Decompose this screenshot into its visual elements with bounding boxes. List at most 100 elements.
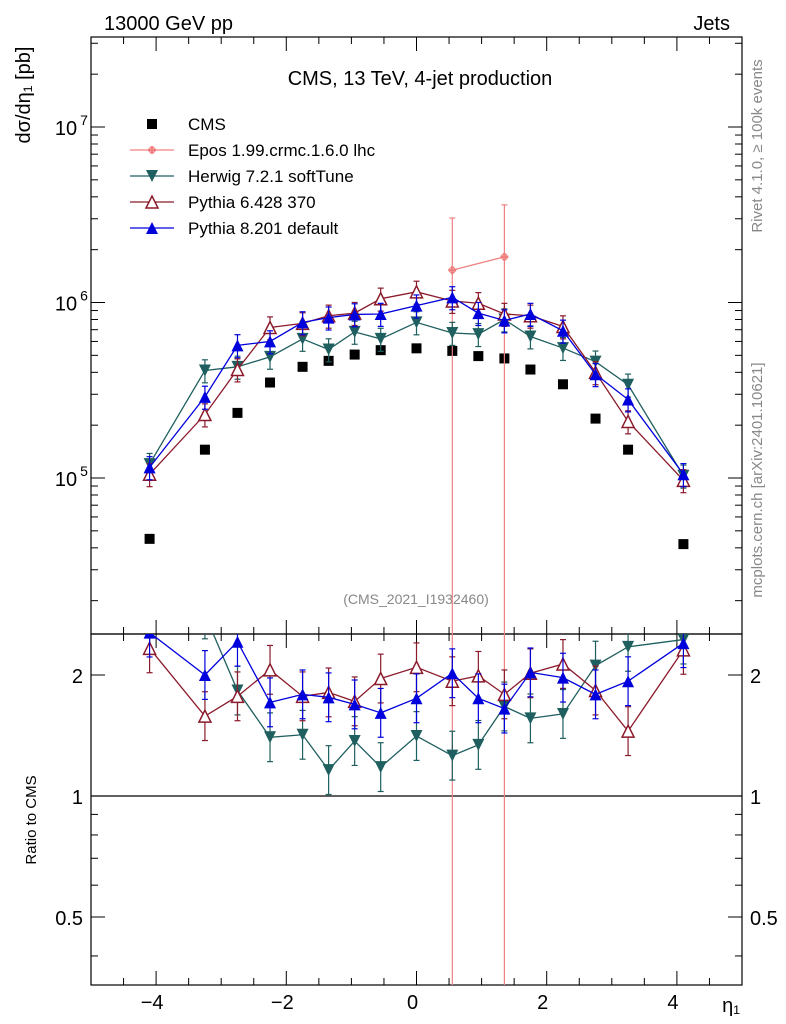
header-beam-label: 13000 GeV pp xyxy=(104,13,233,35)
data-point xyxy=(622,378,635,391)
ratio-data-point xyxy=(262,662,278,677)
data-point xyxy=(525,364,536,375)
ratio-data-point xyxy=(143,634,156,639)
series-herwig-2 xyxy=(143,308,690,489)
x-axis-label: η₁ xyxy=(722,995,740,1017)
marker-ring xyxy=(448,266,456,274)
x-tick-label: −2 xyxy=(271,992,294,1014)
data-point xyxy=(198,364,211,377)
chart-legend: CMS Epos 1.99.crmc.1.6.0 lhc Herwig 7.2.1 … xyxy=(130,115,376,238)
ratio-data-point xyxy=(348,698,361,711)
ratio-data-point xyxy=(296,688,309,701)
y-tick-exponent: 5 xyxy=(80,463,88,479)
ratio-y-axis-label: Ratio to CMS xyxy=(23,775,40,864)
data-point xyxy=(472,328,485,341)
ratio-y-tick-label-right: 0.5 xyxy=(750,908,778,930)
x-tick-label: 0 xyxy=(407,992,418,1014)
legend-marker xyxy=(144,194,160,209)
data-point xyxy=(265,377,276,388)
analysis-watermark: (CMS_2021_I1932460) xyxy=(343,591,489,607)
series-epos-1 xyxy=(448,204,509,634)
ratio-data-point xyxy=(472,692,485,705)
data-point xyxy=(198,390,211,403)
legend-label: Pythia 8.201 default xyxy=(188,219,339,238)
data-point xyxy=(348,308,361,321)
x-tick-label: 4 xyxy=(667,992,678,1014)
ratio-data-point xyxy=(197,708,213,723)
ratio-y-tick-label-right: 1 xyxy=(750,787,761,809)
data-point xyxy=(297,361,308,372)
data-point xyxy=(589,368,602,381)
ratio-data-point xyxy=(374,761,387,774)
ratio-data-point xyxy=(198,669,211,681)
legend-marker xyxy=(146,170,158,182)
ratio-data-point xyxy=(410,692,423,705)
data-point xyxy=(472,307,485,320)
data-point xyxy=(374,307,387,320)
data-point xyxy=(232,407,243,418)
legend-label: Herwig 7.2.1 softTune xyxy=(188,167,354,186)
data-point xyxy=(264,335,277,348)
legend-label: Pythia 6.428 370 xyxy=(188,193,316,212)
data-point xyxy=(296,316,309,329)
ratio-y-tick-label: 1 xyxy=(72,787,83,809)
data-point xyxy=(230,361,245,377)
ratio-y-tick-label-right: 2 xyxy=(750,666,761,688)
data-point xyxy=(473,351,484,362)
y-tick-label: 10 xyxy=(55,469,77,491)
ratio-data-point xyxy=(498,702,511,715)
header-jets-label: Jets xyxy=(693,13,730,35)
ratio-data-point xyxy=(374,706,387,719)
y-tick-exponent: 7 xyxy=(80,112,88,128)
ratio-series-pythia-2 xyxy=(143,634,690,738)
data-point xyxy=(410,316,423,329)
ratio-data-point xyxy=(231,635,244,648)
data-point xyxy=(197,406,213,422)
data-point xyxy=(524,307,537,320)
ratio-data-point xyxy=(144,620,156,632)
data-point xyxy=(143,461,156,474)
data-point xyxy=(622,393,635,406)
ratio-data-point xyxy=(620,723,636,738)
ratio-data-point xyxy=(524,712,537,725)
ratio-data-point xyxy=(589,688,602,701)
x-tick-label: 2 xyxy=(537,992,548,1014)
legend-marker xyxy=(146,222,158,234)
marker-ring xyxy=(500,253,508,261)
data-point xyxy=(557,379,568,390)
data-point xyxy=(556,324,569,337)
ratio-data-point xyxy=(446,667,459,680)
ratio-data-point xyxy=(677,637,690,650)
ratio-data-point xyxy=(322,691,335,704)
ratio-data-point xyxy=(622,640,635,653)
data-point xyxy=(446,291,459,304)
ratio-data-point xyxy=(446,749,459,762)
data-point xyxy=(411,343,422,354)
ratio-data-point xyxy=(524,666,537,679)
ratio-data-point xyxy=(296,728,309,741)
mcplots-credit-label: mcplots.cern.ch [arXiv:2401.10621] xyxy=(749,362,766,597)
y-tick-exponent: 6 xyxy=(80,288,88,304)
ratio-y-tick-label: 0.5 xyxy=(55,908,83,930)
data-point xyxy=(590,413,601,424)
legend-label: Epos 1.99.crmc.1.6.0 lhc xyxy=(188,141,376,160)
ratio-data-point xyxy=(230,688,245,704)
data-point xyxy=(410,299,423,312)
ratio-data-point xyxy=(410,730,423,743)
ratio-data-point xyxy=(264,731,277,744)
main-y-axis-label: dσ/dη₁ [pb] xyxy=(13,47,35,144)
data-point xyxy=(623,444,634,455)
data-point xyxy=(322,343,335,356)
data-point xyxy=(144,533,155,544)
data-point xyxy=(677,468,690,481)
ratio-y-tick-label: 2 xyxy=(72,666,83,688)
ratio-data-point xyxy=(472,738,485,751)
data-point xyxy=(556,342,569,355)
data-point xyxy=(348,325,361,338)
ratio-data-point xyxy=(556,671,569,684)
y-tick-label: 10 xyxy=(55,294,77,316)
series-line xyxy=(452,256,505,271)
legend-marker xyxy=(147,119,157,129)
data-point xyxy=(374,332,387,345)
